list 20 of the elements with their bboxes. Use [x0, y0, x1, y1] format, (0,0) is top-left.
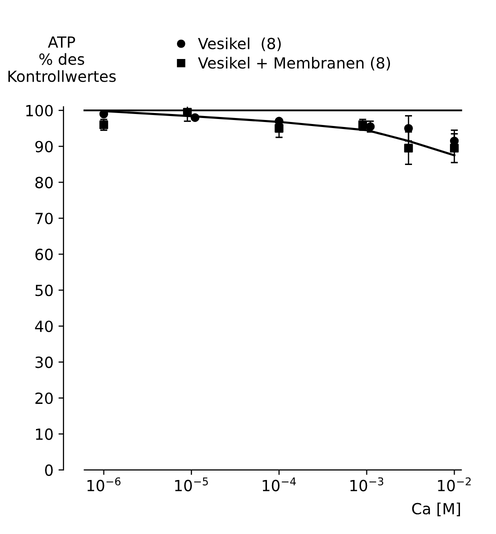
y-tick-label: 40	[35, 320, 53, 332]
legend-label: Vesikel (8)	[198, 37, 281, 52]
y-tick-label: 60	[35, 248, 53, 260]
x-axis-title: Ca [M]	[412, 502, 460, 516]
x-tick-label: 10$^{−4}$	[262, 478, 296, 492]
y-tick-label: 70	[36, 212, 53, 224]
x-tick-label: 10$^{−3}$	[350, 477, 384, 492]
x-tick-label: 10$^{−2}$	[438, 477, 471, 492]
y-tick-label: 0	[45, 464, 53, 476]
x-tick-label: 10$^{−6}$	[87, 477, 120, 492]
y-tick-label: 50	[36, 284, 53, 296]
x-tick-label: 10$^{−5}$	[175, 478, 208, 492]
y-tick-label: 20	[35, 392, 53, 404]
y-tick-label: 100	[26, 104, 53, 116]
legend-label: Vesikel + Membranen (8)	[198, 56, 390, 70]
y-tick-label: 90	[35, 140, 53, 152]
y-tick-label: 30	[35, 356, 53, 368]
y-tick-label: 10	[36, 428, 53, 440]
y-tick-label: 80	[35, 176, 53, 188]
y-axis-title: ATP % des Kontrollwertes	[8, 36, 116, 82]
